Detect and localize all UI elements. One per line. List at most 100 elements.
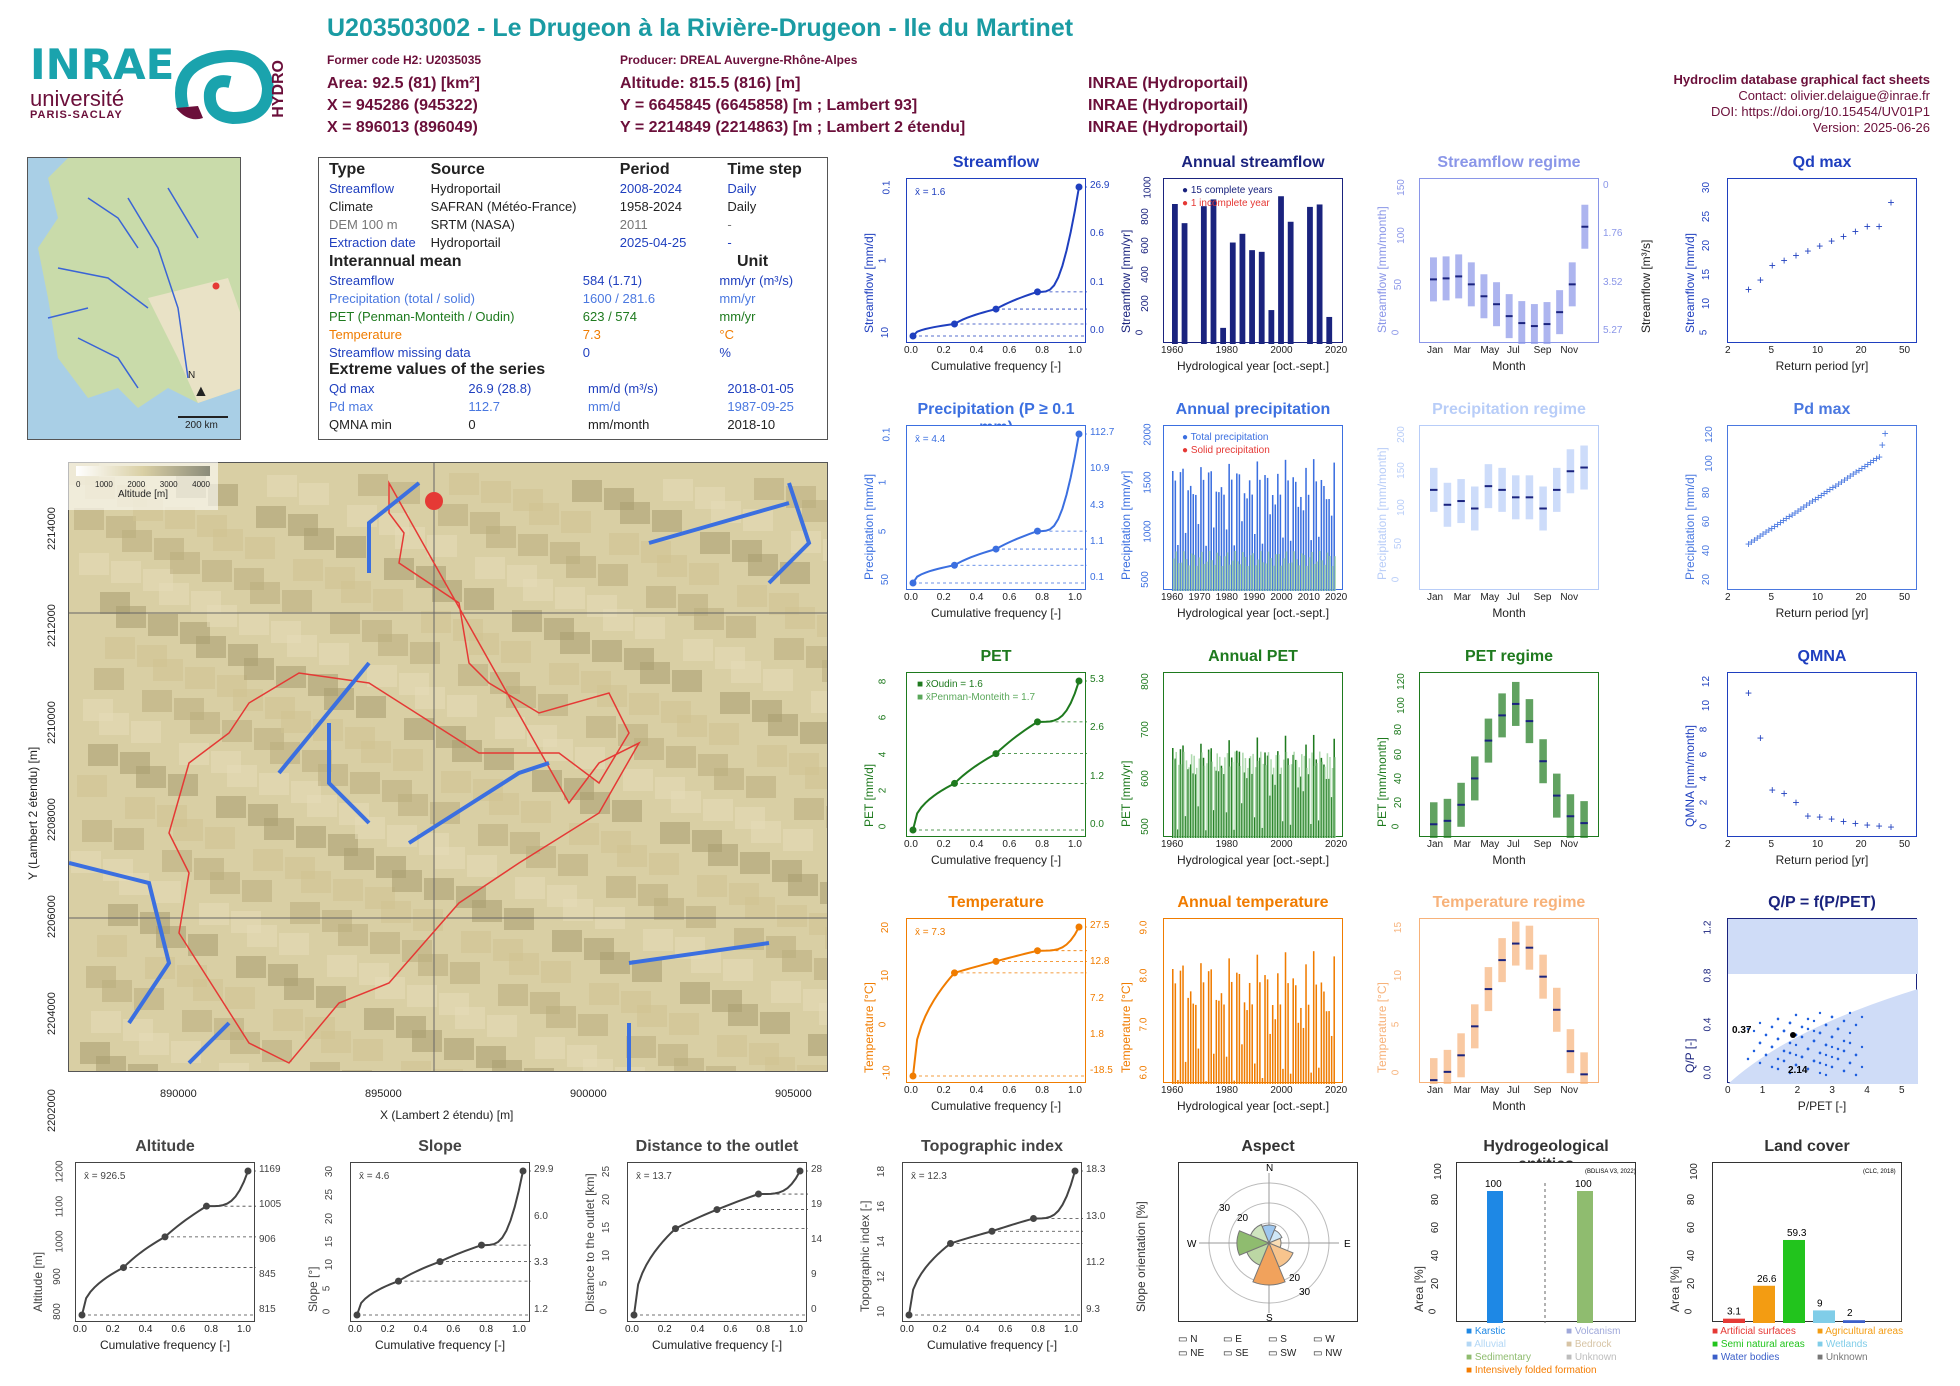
chart-plot-land_cover[interactable]: (CLC, 2018) 3.1 26.6 59.3 9 2	[1712, 1162, 1902, 1323]
bar-secondary	[1254, 565, 1257, 591]
bar	[1197, 524, 1200, 591]
catchment-map[interactable]	[68, 462, 828, 1072]
bar	[1213, 527, 1215, 591]
bar-secondary	[1249, 555, 1252, 591]
bar	[1300, 776, 1302, 838]
qp-point	[1800, 1025, 1804, 1029]
bar	[1320, 757, 1323, 838]
scatter-point: +	[1762, 525, 1769, 539]
chart-plot-topographic_index[interactable]: x̄ = 12.3	[902, 1162, 1083, 1322]
chart-plot-qd_max[interactable]: + + + + + + + + + + + + +	[1727, 178, 1917, 343]
chart-plot-annual_temperature[interactable]	[1163, 918, 1343, 1084]
ytick: 0	[1698, 823, 1710, 830]
ytick: 20	[1701, 573, 1713, 586]
bar	[1318, 536, 1320, 591]
bar	[1228, 463, 1230, 591]
right-tick: 1005	[259, 1199, 282, 1210]
ytick: 0	[877, 823, 889, 830]
quantile-point	[1034, 718, 1041, 726]
chart-plot-distance[interactable]: x̄ = 13.7	[627, 1162, 808, 1322]
scatter-point: +	[1809, 494, 1816, 508]
chart-plot-temperature_regime[interactable]	[1419, 918, 1599, 1103]
scatter-point: +	[1840, 814, 1847, 828]
bar	[1289, 540, 1292, 591]
scatter-point: +	[1828, 234, 1835, 248]
xtick: 2020	[1325, 345, 1348, 356]
chart-title-streamflow_regime: Streamflow regime	[1437, 154, 1581, 171]
doi-link[interactable]: DOI: https://doi.org/10.15454/UV01P1	[1711, 104, 1930, 119]
chart-plot-streamflow_regime[interactable]	[1419, 178, 1599, 349]
chart-plot-altitude[interactable]: x̄ = 926.5	[75, 1162, 256, 1322]
quantile-point	[992, 305, 1000, 313]
bar	[1230, 479, 1233, 591]
bar-secondary	[1293, 751, 1295, 838]
chart-xlabel: Month	[1492, 359, 1526, 373]
qp-point	[1842, 1039, 1846, 1043]
ytick: 1200	[54, 1160, 66, 1183]
bar-secondary	[1221, 767, 1224, 838]
ytick: 80	[1686, 1193, 1698, 1206]
bar-secondary	[1190, 553, 1193, 591]
bar	[1261, 827, 1264, 838]
qp-point	[1842, 1019, 1846, 1023]
bar-secondary	[1280, 565, 1283, 591]
bar	[1223, 774, 1225, 838]
series-line	[633, 1170, 801, 1316]
ytick: 1000	[54, 1230, 66, 1253]
chart-plot-temperature[interactable]: x̄ = 7.3	[906, 918, 1087, 1083]
chart-plot-pet[interactable]: ■ x̄Oudin = 1.6 ■ x̄Penman-Monteith = 1.7	[906, 672, 1087, 837]
chart-plot-qp_ppet[interactable]: 0.37 2.14	[1727, 918, 1918, 1084]
bar-secondary	[1219, 555, 1221, 591]
quantile-point	[909, 826, 917, 834]
chart-ylabel: Temperature [°C]	[1375, 982, 1389, 1073]
bar	[1174, 983, 1177, 1084]
qp-point	[1800, 1055, 1804, 1059]
xtick: 1.0	[1064, 1324, 1078, 1335]
chart-plot-pet_regime[interactable]	[1419, 672, 1599, 847]
ytick: 2	[877, 787, 889, 794]
bar	[1259, 982, 1261, 1084]
bar	[1195, 494, 1197, 591]
scatter-point: +	[1768, 521, 1775, 535]
ytick: 100	[1395, 498, 1407, 516]
chart-ylabel: PET [mm/month]	[1375, 737, 1389, 827]
bar-secondary	[1193, 554, 1195, 591]
chart-plot-annual_streamflow[interactable]: ● 15 complete years ● 1 incomplete year	[1163, 178, 1343, 344]
bar	[1233, 545, 1236, 591]
ytick: 5	[877, 528, 889, 534]
scatter-point: +	[1840, 229, 1847, 243]
chart-plot-pd_max[interactable]: + + + + + + + + + + + + + + + + + + + + + + + + + + + + + + + + + + + + + + + +…	[1727, 403, 1917, 590]
info-cell: Streamflow	[329, 180, 395, 196]
chart-plot-precipitation_regime[interactable]	[1419, 425, 1599, 590]
bar-secondary	[1277, 754, 1280, 838]
info-cell: 584 (1.71)	[582, 272, 643, 288]
bar	[1274, 504, 1277, 591]
chart-svg-aspect: N E S W 30 20 20 30	[1187, 1163, 1351, 1324]
chart-plot-aspect[interactable]: N E S W 30 20 20 30	[1178, 1162, 1358, 1324]
bar	[1220, 487, 1223, 591]
chart-plot-streamflow[interactable]: x̄ = 1.6	[906, 178, 1087, 343]
chart-plot-qmna[interactable]: + + + + + + + + + + + + +	[1727, 672, 1917, 837]
info-row-extreme: QMNA min 0 mm/month 2018-10	[329, 415, 817, 433]
bar	[1230, 757, 1233, 838]
chart-plot-annual_pet[interactable]	[1163, 672, 1343, 838]
bar-secondary	[1324, 766, 1326, 838]
bar-secondary	[1198, 557, 1201, 591]
ytick: 0	[877, 1021, 889, 1027]
chart-svg-distance: x̄ = 13.7	[630, 1167, 808, 1319]
ytick: 10	[601, 1249, 613, 1262]
chart-plot-precipitation[interactable]: x̄ = 4.4	[906, 425, 1087, 590]
qp-point	[1776, 1067, 1780, 1071]
chart-plot-annual_precipitation[interactable]: ● Total precipitation ● Solid precipitati…	[1163, 425, 1343, 591]
chart-plot-slope[interactable]: x̄ = 4.6	[350, 1162, 531, 1322]
month-box	[1580, 1052, 1588, 1097]
xtick: 1	[1759, 1085, 1766, 1096]
series-line	[912, 926, 1080, 1077]
quantile-point	[905, 1311, 913, 1319]
chart-plot-hydrogeology[interactable]: (BDLISA V3, 2022) 100 100	[1456, 1162, 1636, 1323]
chart-title-annual_temperature: Annual temperature	[1177, 894, 1329, 911]
ytick: 40	[1701, 544, 1713, 557]
info-cell: Daily	[727, 198, 757, 214]
info-cell: mm/d	[587, 398, 621, 414]
info-row-mean: PET (Penman-Monteith / Oudin) 623 / 574 mm…	[329, 307, 817, 325]
